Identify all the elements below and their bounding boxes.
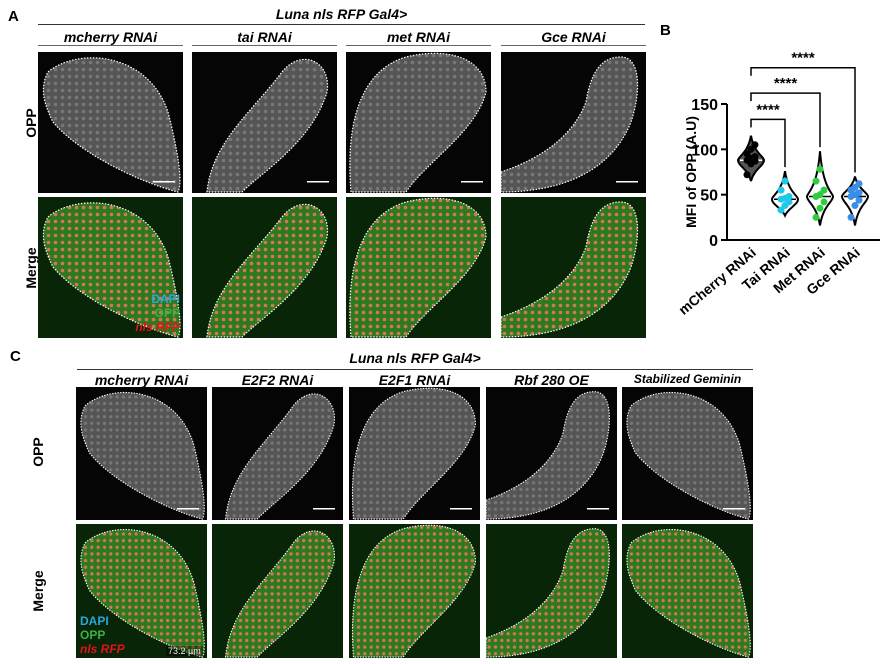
opp-image [486, 387, 617, 520]
panel-a-label: A [8, 8, 19, 25]
data-point [781, 177, 789, 185]
opp-image [76, 387, 207, 520]
opp-image [346, 52, 491, 193]
data-point [751, 141, 759, 149]
merge-image [346, 197, 491, 338]
merge-image [349, 524, 480, 658]
data-point [751, 153, 759, 161]
data-point [777, 186, 785, 194]
panel-b-label: B [660, 22, 671, 39]
column-label: met RNAi [346, 29, 491, 46]
merge-image [486, 524, 617, 658]
row-label-opp-c: OPP [30, 437, 46, 467]
significance-label: **** [756, 101, 780, 118]
legend-opp: OPP [154, 306, 180, 320]
data-point [855, 189, 863, 197]
significance-label: **** [791, 50, 815, 67]
data-point [847, 213, 855, 221]
data-point [747, 145, 755, 153]
row-label-opp: OPP [23, 108, 39, 138]
legend-opp: OPP [80, 628, 106, 642]
merge-image [212, 524, 343, 658]
data-point [820, 198, 828, 206]
data-point [820, 186, 828, 194]
significance-bracket [750, 118, 786, 168]
column-label: mcherry RNAi [38, 29, 183, 46]
opp-image [212, 387, 343, 520]
column-label: Rbf 280 OE [514, 372, 589, 388]
data-point [743, 150, 751, 158]
legend-rfp: nls RFP [135, 320, 180, 334]
data-point [816, 191, 824, 199]
panel-c-legend: DAPI OPP nls RFP [80, 614, 125, 656]
legend-rfp: nls RFP [80, 642, 125, 656]
legend-dapi: DAPI [151, 292, 180, 306]
opp-image [501, 52, 646, 193]
opp-image [38, 52, 183, 193]
column-label: tai RNAi [192, 29, 337, 46]
significance-bracket [750, 66, 856, 173]
data-point [816, 204, 824, 212]
panel-c-label: C [10, 348, 21, 365]
significance-label: **** [774, 75, 798, 92]
merge-image [501, 197, 646, 338]
merge-image [38, 197, 183, 338]
data-point [777, 206, 785, 214]
data-point [812, 213, 820, 221]
merge-image [192, 197, 337, 338]
column-label: Gce RNAi [501, 29, 646, 46]
violin [840, 176, 870, 226]
panel-c-title-rule [77, 369, 753, 370]
violin [805, 151, 835, 226]
y-tick-label: 0 [709, 233, 718, 250]
y-tick-label: 150 [691, 97, 718, 114]
data-point [812, 177, 820, 185]
data-point [855, 180, 863, 188]
significance-bracket [750, 92, 821, 148]
panel-a-title: Luna nls RFP Gal4> [275, 6, 408, 22]
merge-image [76, 524, 207, 658]
y-axis-label: MFI of OPP (A.U) [683, 116, 699, 228]
y-tick-label: 100 [691, 142, 718, 159]
merge-image [622, 524, 753, 658]
column-label: E2F1 RNAi [378, 372, 451, 388]
data-point [816, 165, 824, 173]
opp-image [349, 387, 480, 520]
panel-a-title-rule [38, 24, 645, 25]
row-label-merge: Merge [23, 247, 39, 289]
column-label: mcherry RNAi [94, 372, 189, 388]
violin [770, 170, 800, 219]
data-point [855, 196, 863, 204]
y-tick-label: 50 [700, 188, 718, 205]
panel-c-title: Luna nls RFP Gal4> [349, 350, 481, 366]
opp-image [622, 387, 753, 520]
panel-a-legend: DAPI OPP nls RFP [120, 292, 180, 334]
opp-image [192, 52, 337, 193]
data-point [785, 192, 793, 200]
row-label-merge-c: Merge [30, 570, 46, 612]
scale-bar-label: 73.2 µm [166, 646, 203, 656]
column-label: Stabilized Geminin [633, 372, 742, 386]
legend-dapi: DAPI [80, 614, 109, 628]
column-label: E2F2 RNAi [241, 372, 314, 388]
data-point [851, 202, 859, 210]
data-point [743, 171, 751, 179]
